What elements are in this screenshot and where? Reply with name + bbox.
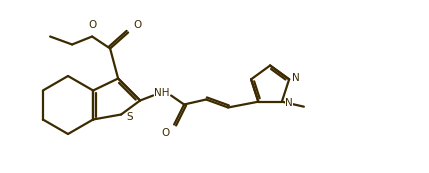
Text: N: N xyxy=(285,98,293,108)
Text: O: O xyxy=(162,129,170,139)
Text: N: N xyxy=(292,73,300,83)
Text: S: S xyxy=(126,112,133,121)
Text: O: O xyxy=(133,20,142,30)
Text: O: O xyxy=(88,20,96,30)
Text: NH: NH xyxy=(154,88,170,98)
